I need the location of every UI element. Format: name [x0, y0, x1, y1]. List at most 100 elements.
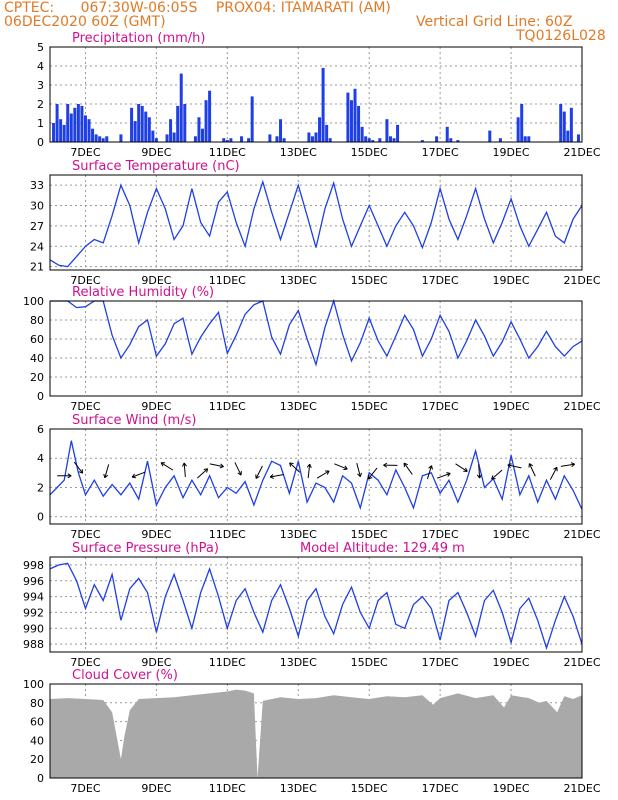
y-tick-label: 990 [23, 622, 44, 635]
precip-bar [83, 115, 87, 142]
x-tick-label: 19DEC [493, 274, 530, 287]
wind-arrow [196, 468, 209, 479]
wind-arrow [507, 464, 522, 469]
y-tick-label: 0 [37, 511, 44, 524]
y-tick-label: 6 [37, 423, 44, 436]
precip-bar [569, 107, 573, 142]
x-tick-label: 11DEC [209, 400, 246, 413]
wind-arrow-head [255, 474, 260, 479]
wind-arrow [491, 469, 503, 480]
panel-title: Cloud Cover (%) [72, 668, 178, 683]
precip-bar [98, 136, 102, 142]
series-line [49, 562, 583, 651]
x-tick-label: 11DEC [209, 146, 246, 159]
header-grid-info: Vertical Grid Line: 60Z [416, 14, 573, 30]
precip-bar [488, 130, 492, 142]
precip-bar [314, 132, 318, 142]
x-tick-label: 17DEC [422, 400, 459, 413]
precip-bar [566, 130, 570, 142]
precip-bar [392, 138, 396, 142]
y-tick-label: 20 [30, 753, 44, 766]
precip-bar [193, 136, 197, 142]
precip-bar [520, 104, 524, 142]
wind-arrow [73, 461, 83, 474]
y-tick-label: 20 [30, 371, 44, 384]
y-tick-label: 100 [23, 295, 44, 308]
panel-title: Relative Humidity (%) [72, 285, 214, 300]
x-tick-label: 19DEC [493, 146, 530, 159]
panel-frame [49, 46, 583, 143]
header-station: PROX04: ITAMARATI (AM) [215, 0, 391, 16]
wind-arrow-head [67, 473, 72, 479]
precip-bar [516, 117, 520, 142]
x-tick-label: 9DEC [141, 656, 171, 669]
wind-arrow [131, 471, 146, 478]
precip-bar [208, 90, 212, 142]
precip-bar [498, 138, 502, 142]
wind-arrow [160, 462, 174, 471]
x-tick-label: 17DEC [422, 528, 459, 541]
precip-bar [353, 88, 357, 142]
precip-bar [420, 140, 424, 142]
y-tick-label: 30 [30, 200, 44, 213]
panel-title: Precipitation (mm/h) [72, 31, 205, 46]
precip-bar [69, 113, 73, 142]
precip-bar [527, 136, 531, 142]
precip-bar [204, 100, 208, 142]
series-line [49, 179, 583, 268]
x-tick-label: 15DEC [351, 146, 388, 159]
precip-bar [310, 136, 314, 142]
x-tick-label: 21DEC [563, 656, 600, 669]
panel-2: 7DEC 9DEC 11DEC 13DEC 15DEC 17DEC 19DEC 21DEC 21… [30, 159, 601, 287]
precip-bar [119, 134, 123, 142]
precip-bar [396, 124, 400, 142]
precip-bar [279, 119, 283, 142]
wind-arrow [560, 463, 575, 467]
panel-frame [49, 300, 583, 397]
x-tick-label: 13DEC [280, 656, 317, 669]
x-tick-label: 11DEC [209, 528, 246, 541]
y-tick-label: 33 [30, 179, 44, 192]
precip-bar [378, 138, 382, 142]
y-tick-label: 992 [23, 606, 44, 619]
y-tick-label: 21 [30, 261, 44, 274]
x-tick-label: 13DEC [280, 528, 317, 541]
wind-arrow [549, 467, 558, 480]
x-tick-label: 21DEC [563, 528, 600, 541]
panel-frame [49, 556, 583, 653]
precip-bar [179, 73, 183, 142]
header-model-code: TQ0126L028 [516, 28, 606, 44]
x-tick-label: 15DEC [351, 528, 388, 541]
y-tick-label: 994 [23, 591, 44, 604]
precip-bar [360, 126, 364, 142]
wind-arrow-head [491, 475, 496, 480]
y-tick-label: 0 [37, 390, 44, 403]
wind-arrow-head [325, 470, 330, 475]
y-tick-label: 27 [30, 220, 44, 233]
panel-frame [49, 683, 583, 779]
wind-arrow [403, 462, 413, 475]
x-tick-label: 15DEC [351, 274, 388, 287]
wind-arrow [104, 464, 110, 478]
panel-6: 7DEC 9DEC 11DEC 13DEC 15DEC 17DEC 19DEC 21DEC 0 2… [23, 668, 601, 795]
precip-bar [52, 123, 56, 142]
x-tick-label: 17DEC [422, 656, 459, 669]
wind-arrow-head [357, 472, 362, 478]
x-tick-label: 11DEC [209, 782, 246, 795]
precip-bar [55, 104, 59, 142]
precip-bar [247, 138, 251, 142]
precip-bar [73, 107, 77, 142]
wind-arrow [307, 464, 311, 479]
y-tick-label: 5 [37, 41, 44, 54]
y-tick-label: 2 [37, 481, 44, 494]
precip-bar [449, 138, 453, 142]
x-tick-label: 21DEC [563, 274, 600, 287]
series-line [49, 440, 583, 511]
precip-bar [325, 124, 329, 142]
x-tick-label: 13DEC [280, 274, 317, 287]
x-tick-label: 13DEC [280, 400, 317, 413]
wind-arrow [234, 462, 242, 476]
precip-bar [229, 138, 233, 142]
precip-bar [147, 117, 151, 142]
x-tick-label: 21DEC [563, 400, 600, 413]
